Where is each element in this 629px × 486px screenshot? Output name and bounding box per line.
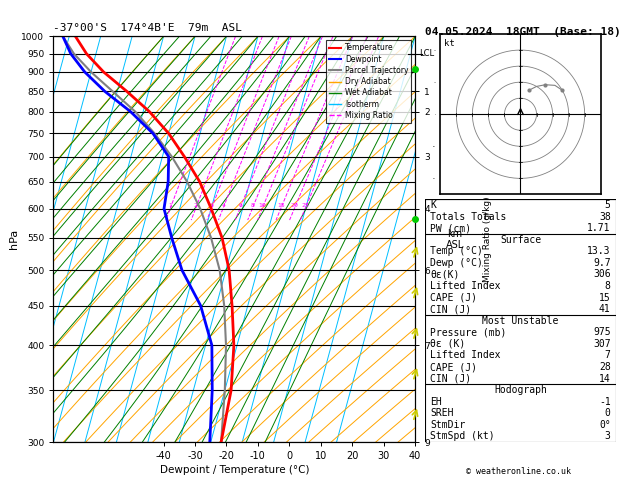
- Text: -37°00'S  174°4B'E  79m  ASL: -37°00'S 174°4B'E 79m ASL: [53, 23, 242, 33]
- Text: 1.71: 1.71: [587, 223, 611, 233]
- Legend: Temperature, Dewpoint, Parcel Trajectory, Dry Adiabat, Wet Adiabat, Isotherm, Mi: Temperature, Dewpoint, Parcel Trajectory…: [326, 40, 411, 123]
- Text: Lifted Index: Lifted Index: [430, 281, 501, 291]
- Text: 306: 306: [593, 269, 611, 279]
- Text: 25: 25: [301, 203, 309, 208]
- Text: EH: EH: [430, 397, 442, 407]
- Y-axis label: hPa: hPa: [9, 229, 19, 249]
- Text: CIN (J): CIN (J): [430, 374, 472, 383]
- Text: CIN (J): CIN (J): [430, 304, 472, 314]
- Text: Hodograph: Hodograph: [494, 385, 547, 395]
- Text: Temp (°C): Temp (°C): [430, 246, 483, 256]
- Text: 1: 1: [169, 203, 172, 208]
- Text: 4: 4: [221, 203, 225, 208]
- Text: θε (K): θε (K): [430, 339, 465, 349]
- Text: CAPE (J): CAPE (J): [430, 362, 477, 372]
- Text: θε(K): θε(K): [430, 269, 460, 279]
- Text: 3: 3: [209, 203, 214, 208]
- Text: 0°: 0°: [599, 420, 611, 430]
- Text: Mixing Ratio (g/kg): Mixing Ratio (g/kg): [483, 196, 492, 282]
- Text: 5: 5: [605, 200, 611, 210]
- Text: 8: 8: [251, 203, 255, 208]
- Text: 28: 28: [599, 362, 611, 372]
- Text: 13.3: 13.3: [587, 246, 611, 256]
- Text: 6: 6: [238, 203, 242, 208]
- Text: Surface: Surface: [500, 235, 541, 245]
- Text: Most Unstable: Most Unstable: [482, 316, 559, 326]
- Text: StmSpd (kt): StmSpd (kt): [430, 432, 495, 441]
- Text: SREH: SREH: [430, 408, 454, 418]
- Text: © weatheronline.co.uk: © weatheronline.co.uk: [467, 467, 571, 476]
- Text: -1: -1: [599, 397, 611, 407]
- Text: 975: 975: [593, 328, 611, 337]
- Text: 10: 10: [259, 203, 266, 208]
- Text: Totals Totals: Totals Totals: [430, 211, 507, 222]
- Text: 20: 20: [291, 203, 299, 208]
- Text: 7: 7: [605, 350, 611, 361]
- Text: kt: kt: [443, 39, 454, 48]
- X-axis label: Dewpoint / Temperature (°C): Dewpoint / Temperature (°C): [160, 466, 309, 475]
- Text: 3: 3: [605, 432, 611, 441]
- Text: PW (cm): PW (cm): [430, 223, 472, 233]
- Text: 2: 2: [194, 203, 198, 208]
- Text: StmDir: StmDir: [430, 420, 465, 430]
- Text: K: K: [430, 200, 436, 210]
- Text: Dewp (°C): Dewp (°C): [430, 258, 483, 268]
- Text: 04.05.2024  18GMT  (Base: 18): 04.05.2024 18GMT (Base: 18): [425, 27, 620, 37]
- Text: 9.7: 9.7: [593, 258, 611, 268]
- Text: Pressure (mb): Pressure (mb): [430, 328, 507, 337]
- Text: CAPE (J): CAPE (J): [430, 293, 477, 303]
- Text: Lifted Index: Lifted Index: [430, 350, 501, 361]
- Text: 15: 15: [277, 203, 285, 208]
- Y-axis label: km
ASL: km ASL: [446, 228, 464, 250]
- Text: 8: 8: [605, 281, 611, 291]
- Text: 14: 14: [599, 374, 611, 383]
- Text: 15: 15: [599, 293, 611, 303]
- Text: LCL: LCL: [419, 49, 434, 58]
- Text: 41: 41: [599, 304, 611, 314]
- Text: 38: 38: [599, 211, 611, 222]
- Text: 0: 0: [605, 408, 611, 418]
- Text: 307: 307: [593, 339, 611, 349]
